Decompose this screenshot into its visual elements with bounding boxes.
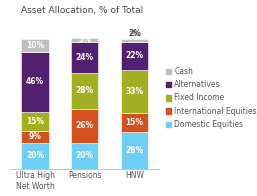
Text: 3%: 3% xyxy=(78,35,91,44)
Bar xyxy=(21,143,49,169)
Text: 46%: 46% xyxy=(26,77,44,86)
Bar xyxy=(121,39,148,42)
Bar xyxy=(21,112,49,131)
Text: 28%: 28% xyxy=(125,146,144,155)
Bar xyxy=(71,38,98,42)
Bar xyxy=(121,113,148,132)
Legend: Cash, Alternatives, Fixed Income, International Equities, Domestic Equities: Cash, Alternatives, Fixed Income, Intern… xyxy=(166,67,257,129)
Text: Asset Allocation, % of Total: Asset Allocation, % of Total xyxy=(21,6,143,15)
Text: 22%: 22% xyxy=(125,51,144,60)
Bar xyxy=(71,109,98,143)
Text: 9%: 9% xyxy=(29,132,42,141)
Bar xyxy=(21,39,49,52)
Text: 33%: 33% xyxy=(125,87,144,96)
Text: 20%: 20% xyxy=(26,151,44,160)
Text: 28%: 28% xyxy=(76,86,94,95)
Bar xyxy=(21,131,49,143)
Text: 15%: 15% xyxy=(26,117,44,126)
Text: 24%: 24% xyxy=(76,53,94,62)
Text: 26%: 26% xyxy=(76,121,94,130)
Bar xyxy=(121,132,148,169)
Text: 2%: 2% xyxy=(128,29,141,38)
Text: 10%: 10% xyxy=(26,41,44,50)
Bar xyxy=(71,73,98,109)
Bar xyxy=(121,42,148,70)
Bar xyxy=(121,70,148,113)
Bar xyxy=(71,42,98,73)
Text: 15%: 15% xyxy=(125,118,143,127)
Bar xyxy=(71,143,98,169)
Bar xyxy=(21,52,49,112)
Text: 2%: 2% xyxy=(129,31,140,37)
Text: 20%: 20% xyxy=(76,151,94,160)
